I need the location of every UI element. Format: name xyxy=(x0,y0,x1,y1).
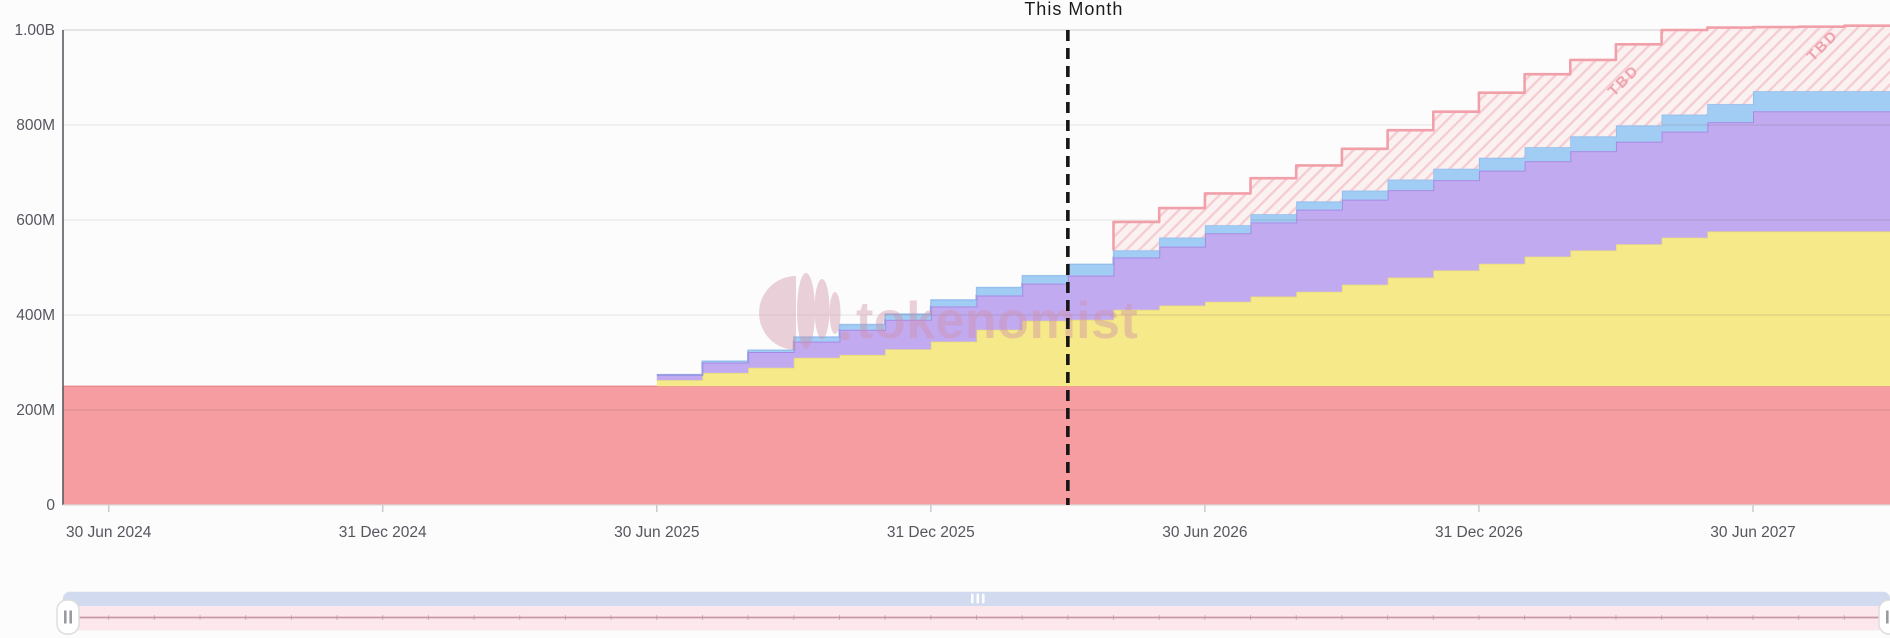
y-axis-label: 0 xyxy=(46,497,55,514)
series-yellow-area[interactable] xyxy=(656,231,1890,387)
series-areas xyxy=(63,24,1890,505)
watermark-logo-petal xyxy=(829,292,841,334)
watermark-logo-dot xyxy=(840,331,850,341)
plot-hover-surface[interactable] xyxy=(63,30,1890,505)
navigator-right-handle-pill[interactable] xyxy=(1878,599,1890,635)
x-axis-label: 30 Jun 2027 xyxy=(1710,524,1795,541)
navigator-center-grip[interactable] xyxy=(971,593,974,604)
navigator xyxy=(56,591,1890,635)
navigator-right-handle[interactable] xyxy=(1878,599,1890,635)
x-axis-label: 31 Dec 2024 xyxy=(339,524,427,541)
navigator-inner xyxy=(63,592,1890,630)
y-axis-label: 800M xyxy=(16,117,55,134)
watermark-text: tokenomist xyxy=(856,292,1138,350)
x-axis-label: 30 Jun 2026 xyxy=(1162,524,1247,541)
x-axis-label: 31 Dec 2025 xyxy=(887,524,975,541)
this-month-label: This Month xyxy=(1024,0,1123,19)
navigator-left-handle[interactable] xyxy=(56,599,80,635)
annotations: This MonthTBDTBD xyxy=(63,0,1890,505)
navigator-left-handle-pill[interactable] xyxy=(56,599,80,635)
watermark: tokenomist xyxy=(759,273,1138,350)
axes: 0 200M 400M 600M 800M 1.00B 30 Jun 2024 31 Dec … xyxy=(14,22,1890,541)
y-axis-label: 600M xyxy=(16,212,55,229)
series-tbd-outline xyxy=(1112,24,1890,251)
x-axis-label: 30 Jun 2024 xyxy=(66,524,152,541)
y-axis-label: 1.00B xyxy=(14,22,55,39)
x-axis-label: 31 Dec 2026 xyxy=(1435,524,1523,541)
y-axis-label: 400M xyxy=(16,307,55,324)
series-tbd-area[interactable] xyxy=(1113,25,1890,251)
y-axis-label: 200M xyxy=(16,402,55,419)
series-blue-area[interactable] xyxy=(656,91,1890,375)
watermark-group: tokenomist xyxy=(759,273,1138,350)
x-axis-label: 30 Jun 2025 xyxy=(614,524,699,541)
watermark-logo xyxy=(759,276,796,350)
navigator-left-handle-grip-bar xyxy=(64,610,67,624)
navigator-center-grip[interactable] xyxy=(982,593,985,604)
watermark-logo-petal xyxy=(797,273,815,349)
navigator-left-handle-grip-bar xyxy=(69,610,72,624)
series-red-area[interactable] xyxy=(63,386,1890,505)
series-purple-area[interactable] xyxy=(656,111,1890,381)
watermark-logo-petal xyxy=(814,279,830,339)
navigator-right-handle-grip-bar xyxy=(1886,610,1889,624)
navigator-center-grip[interactable] xyxy=(976,593,980,604)
